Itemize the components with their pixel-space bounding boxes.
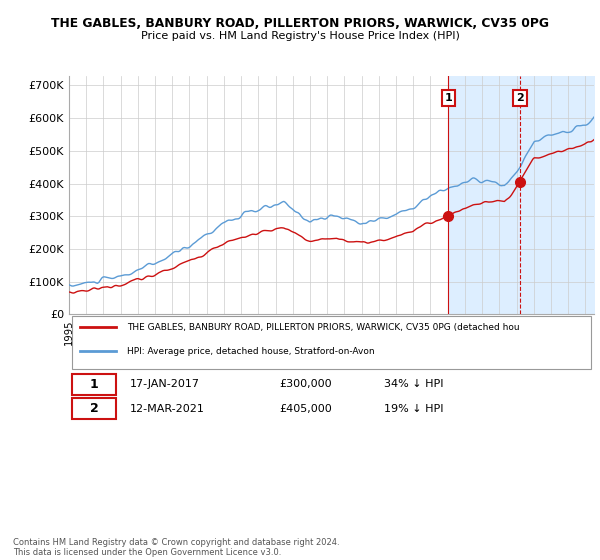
Text: £405,000: £405,000 — [279, 404, 332, 414]
Text: £300,000: £300,000 — [279, 379, 332, 389]
Text: 2: 2 — [516, 94, 524, 103]
Text: 1: 1 — [90, 378, 98, 391]
Text: 1: 1 — [445, 94, 452, 103]
FancyBboxPatch shape — [71, 398, 116, 419]
FancyBboxPatch shape — [71, 374, 116, 395]
Text: THE GABLES, BANBURY ROAD, PILLERTON PRIORS, WARWICK, CV35 0PG: THE GABLES, BANBURY ROAD, PILLERTON PRIO… — [51, 17, 549, 30]
Text: Contains HM Land Registry data © Crown copyright and database right 2024.
This d: Contains HM Land Registry data © Crown c… — [13, 538, 340, 557]
Text: HPI: Average price, detached house, Stratford-on-Avon: HPI: Average price, detached house, Stra… — [127, 347, 374, 356]
Text: 2: 2 — [90, 402, 98, 415]
Text: 19% ↓ HPI: 19% ↓ HPI — [384, 404, 443, 414]
Text: 12-MAR-2021: 12-MAR-2021 — [130, 404, 204, 414]
Text: 34% ↓ HPI: 34% ↓ HPI — [384, 379, 443, 389]
Text: 17-JAN-2017: 17-JAN-2017 — [130, 379, 199, 389]
Bar — [71, 316, 592, 368]
Text: Price paid vs. HM Land Registry's House Price Index (HPI): Price paid vs. HM Land Registry's House … — [140, 31, 460, 41]
Text: THE GABLES, BANBURY ROAD, PILLERTON PRIORS, WARWICK, CV35 0PG (detached hou: THE GABLES, BANBURY ROAD, PILLERTON PRIO… — [127, 323, 520, 332]
